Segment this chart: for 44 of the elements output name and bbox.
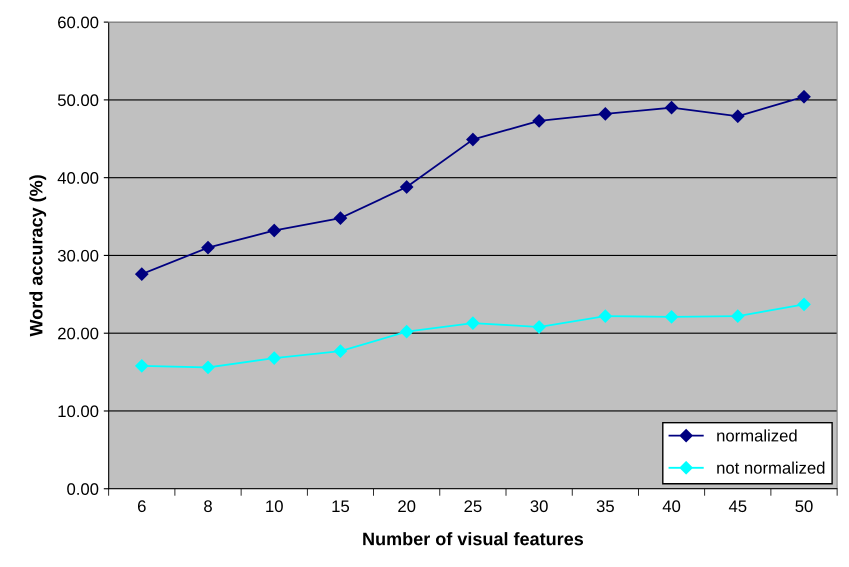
x-tick-label: 30 <box>530 500 548 512</box>
y-tick-label: 40.00 <box>58 172 98 184</box>
point <box>334 212 348 225</box>
point <box>400 325 414 338</box>
y-tick-label: 0.00 <box>67 483 98 495</box>
point <box>532 320 546 334</box>
point <box>201 241 215 254</box>
x-tick-label: 40 <box>662 500 680 512</box>
point <box>598 310 612 323</box>
x-tick-label: 20 <box>398 500 416 512</box>
x-tick-label: 8 <box>204 500 212 512</box>
y-tick-label: 60.00 <box>58 16 98 28</box>
point <box>201 360 215 374</box>
point <box>135 359 148 372</box>
point <box>664 310 678 324</box>
point <box>664 101 678 114</box>
point <box>334 344 348 358</box>
point <box>797 90 811 104</box>
legend-label: not normalized <box>717 462 824 474</box>
point <box>400 180 414 194</box>
point <box>797 298 811 312</box>
y-tick-label: 30.00 <box>58 250 98 262</box>
y-axis-title: Word accuracy (%) <box>29 175 46 337</box>
y-tick-label: 50.00 <box>58 94 98 106</box>
x-tick-label: 35 <box>596 500 614 512</box>
point <box>268 352 281 365</box>
point <box>532 114 546 128</box>
x-tick-label: 25 <box>464 500 482 512</box>
point <box>268 224 281 238</box>
y-tick-label: 20.00 <box>58 328 98 340</box>
x-tick-label: 15 <box>332 500 350 512</box>
point <box>135 268 148 281</box>
x-tick-label: 10 <box>266 500 283 512</box>
point <box>466 132 480 146</box>
x-tick-label: 45 <box>728 500 746 512</box>
point <box>466 316 480 330</box>
y-tick-label: 10.00 <box>58 405 98 418</box>
point <box>731 310 744 323</box>
point <box>598 107 612 120</box>
x-axis-title: Number of visual features <box>363 532 584 546</box>
x-tick-label: 50 <box>795 500 813 512</box>
x-tick-label: 6 <box>138 500 146 512</box>
legend-label: normalized <box>717 429 797 442</box>
point <box>731 110 744 123</box>
